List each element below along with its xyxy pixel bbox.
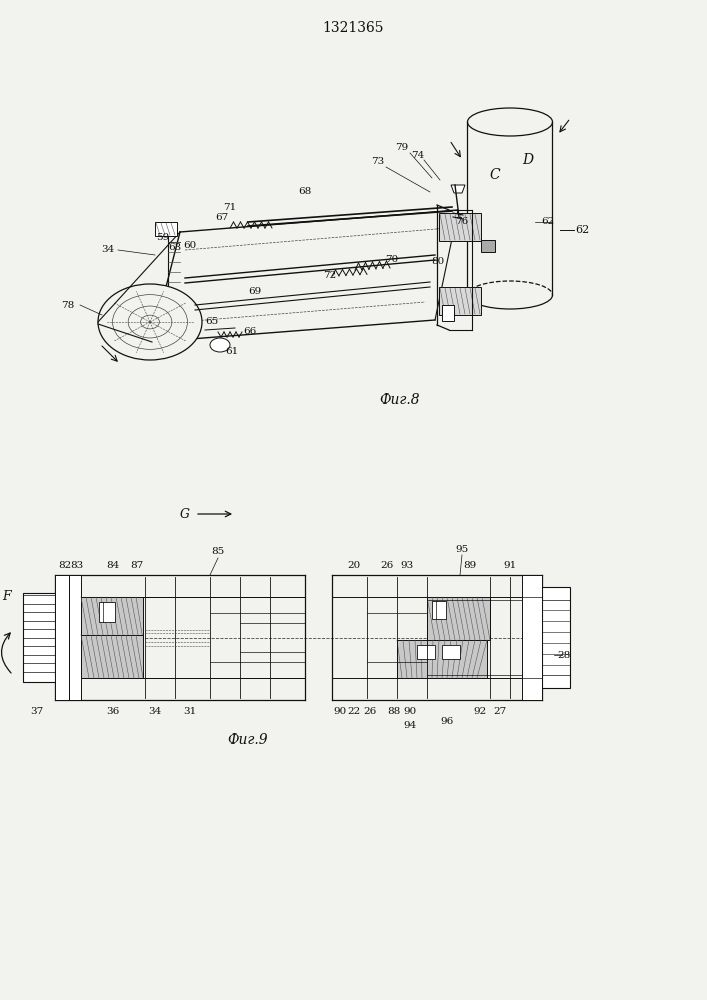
Text: 65: 65 [205, 318, 218, 326]
Text: G: G [180, 508, 190, 520]
Text: 20: 20 [347, 562, 361, 570]
Bar [417, 645, 435, 659]
Text: 78: 78 [62, 300, 75, 310]
Text: 72: 72 [323, 270, 337, 279]
Text: 74: 74 [411, 150, 425, 159]
Bar [69, 575, 81, 700]
Ellipse shape [98, 284, 202, 360]
Text: 76: 76 [455, 218, 469, 227]
Text: 89: 89 [463, 562, 477, 570]
Bar [23, 593, 55, 682]
Text: 93: 93 [400, 562, 414, 570]
Text: 95: 95 [455, 544, 469, 554]
Bar [439, 213, 481, 241]
Bar [542, 587, 570, 688]
Text: 31: 31 [183, 708, 197, 716]
Text: 82: 82 [59, 562, 71, 570]
Bar [99, 602, 115, 622]
Text: 90: 90 [334, 708, 346, 716]
Text: D: D [522, 153, 534, 167]
Text: 61: 61 [226, 348, 239, 357]
Bar [81, 597, 143, 640]
Ellipse shape [210, 338, 230, 352]
Bar [442, 305, 454, 321]
Text: 69: 69 [248, 288, 262, 296]
Text: 88: 88 [387, 708, 401, 716]
Text: 67: 67 [216, 214, 228, 223]
Text: 26: 26 [363, 708, 377, 716]
Text: 73: 73 [371, 157, 385, 166]
Text: 94: 94 [404, 722, 416, 730]
Bar [432, 601, 446, 619]
Bar [55, 575, 69, 700]
Text: 79: 79 [395, 143, 409, 152]
Text: 27: 27 [493, 708, 507, 716]
Text: 96: 96 [440, 718, 454, 726]
Text: 63: 63 [168, 243, 182, 252]
Text: Фиг.8: Фиг.8 [380, 393, 421, 407]
Text: 37: 37 [30, 708, 44, 716]
Text: 1321365: 1321365 [322, 21, 384, 35]
Text: 28: 28 [557, 650, 571, 660]
Text: 85: 85 [211, 548, 225, 556]
Bar [439, 287, 481, 315]
Text: 66: 66 [243, 328, 257, 336]
Bar [427, 597, 490, 640]
Bar [522, 575, 542, 700]
Text: F: F [3, 590, 11, 603]
Text: 71: 71 [223, 202, 237, 212]
Text: 60: 60 [183, 240, 197, 249]
Text: 84: 84 [106, 562, 119, 570]
Bar [81, 635, 143, 678]
Text: 34: 34 [148, 708, 162, 716]
Text: 34: 34 [101, 245, 115, 254]
Text: 80: 80 [431, 257, 445, 266]
Polygon shape [451, 185, 465, 193]
Text: 70: 70 [385, 255, 399, 264]
Text: 91: 91 [503, 562, 517, 570]
Text: 68: 68 [298, 188, 312, 196]
Text: 26: 26 [380, 562, 394, 570]
Bar [481, 240, 495, 252]
Bar [155, 222, 177, 236]
Text: 59: 59 [156, 233, 170, 242]
Bar [442, 645, 460, 659]
Bar [397, 640, 487, 678]
Text: 62: 62 [542, 218, 554, 227]
Text: 83: 83 [71, 562, 83, 570]
Text: 87: 87 [130, 562, 144, 570]
Text: 22: 22 [347, 708, 361, 716]
Text: 36: 36 [106, 708, 119, 716]
Text: 62: 62 [575, 225, 590, 235]
Text: C: C [490, 168, 501, 182]
Text: 92: 92 [474, 708, 486, 716]
Text: Фиг.9: Фиг.9 [228, 733, 269, 747]
Text: 90: 90 [404, 708, 416, 716]
